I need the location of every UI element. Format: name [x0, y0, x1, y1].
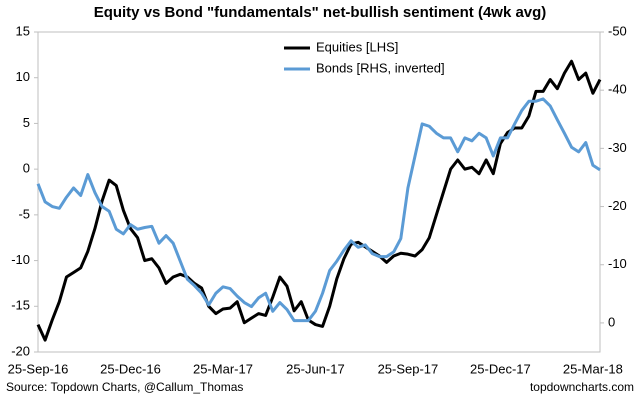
x-tick-label: 25-Sep-16: [8, 361, 69, 376]
y2-tick-label: -50: [608, 23, 627, 38]
y2-tick-label: -40: [608, 82, 627, 97]
x-tick-label: 25-Mar-18: [563, 361, 623, 376]
x-tick-label: 25-Sep-17: [378, 361, 439, 376]
y-tick-label: 10: [16, 69, 30, 84]
y2-tick-label: -20: [608, 198, 627, 213]
y-tick-label: 5: [23, 115, 30, 130]
y-tick-label: -10: [11, 252, 30, 267]
source-note: Source: Topdown Charts, @Callum_Thomas: [6, 380, 243, 394]
plot-frame: [37, 31, 601, 353]
series-line: [36, 97, 601, 323]
x-tick-label: 25-Mar-17: [193, 361, 253, 376]
site-note: topdowncharts.com: [530, 380, 634, 394]
y-tick-label: 15: [16, 23, 30, 38]
x-tick-label: 25-Jun-17: [286, 361, 345, 376]
x-tick-label: 25-Dec-17: [470, 361, 531, 376]
legend-label: Equities [LHS]: [316, 39, 398, 54]
series-line: [36, 59, 602, 342]
y-tick-label: 0: [23, 161, 30, 176]
chart-title: Equity vs Bond "fundamentals" net-bullis…: [94, 4, 547, 21]
y2-tick-label: -30: [608, 140, 627, 155]
y-tick-label: -5: [18, 206, 30, 221]
y2-tick-label: -10: [608, 256, 627, 271]
y-tick-label: -20: [11, 343, 30, 358]
y-tick-label: -15: [11, 298, 30, 313]
legend-label: Bonds [RHS, inverted]: [316, 60, 445, 75]
x-tick-label: 25-Dec-16: [100, 361, 161, 376]
y2-tick-label: 0: [608, 314, 615, 329]
